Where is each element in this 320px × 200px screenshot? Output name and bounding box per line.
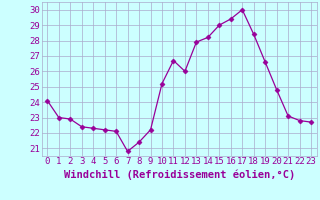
X-axis label: Windchill (Refroidissement éolien,°C): Windchill (Refroidissement éolien,°C) <box>64 169 295 180</box>
